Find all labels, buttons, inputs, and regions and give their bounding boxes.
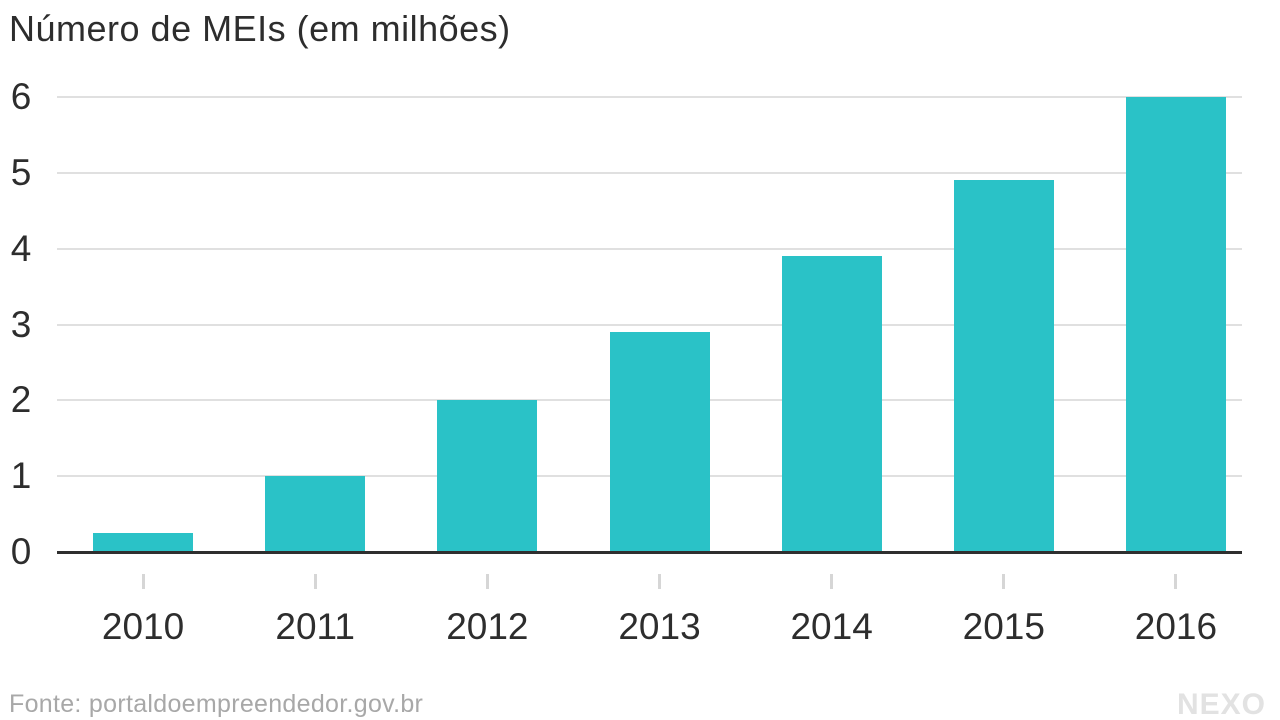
bar-2016 (1125, 97, 1226, 552)
plot-area (57, 96, 1242, 554)
y-tick-label-2: 2 (10, 379, 32, 421)
y-tick-label-5: 5 (10, 151, 32, 193)
x-tick-2015 (1002, 574, 1006, 589)
x-tick-label-2015: 2015 (962, 606, 1045, 647)
bar-2013 (609, 332, 710, 552)
x-tick-2012 (485, 574, 489, 589)
gridline-5 (57, 171, 1242, 174)
x-tick-label-2011: 2011 (275, 606, 355, 647)
y-axis-labels: 0 1 2 3 4 5 6 (0, 76, 50, 572)
bar-2015 (953, 180, 1054, 552)
bar-2011 (265, 476, 366, 552)
bar-2010 (93, 533, 194, 552)
x-tick-label-2016: 2016 (1134, 606, 1218, 647)
x-axis-ticks (57, 574, 1262, 590)
x-axis-line (57, 551, 1242, 554)
gridline-4 (57, 247, 1242, 250)
x-tick-2016 (1174, 574, 1178, 589)
bars-layer (57, 97, 1262, 552)
chart-title: Número de MEIs (em milhões) (9, 8, 511, 49)
gridline-3 (57, 323, 1242, 326)
x-tick-label-2012: 2012 (446, 606, 529, 647)
bar-2012 (437, 400, 538, 552)
x-tick-label-2010: 2010 (101, 606, 185, 647)
x-tick-label-2014: 2014 (790, 606, 873, 647)
x-axis-labels: 2010 2011 2012 2013 2014 2015 2016 (57, 606, 1262, 650)
y-tick-label-3: 3 (10, 303, 32, 345)
gridline-6 (57, 96, 1242, 98)
source-text: Fonte: portaldoempreendedor.gov.br (9, 690, 424, 718)
x-tick-2014 (830, 574, 834, 589)
x-tick-2013 (658, 574, 661, 589)
bar-2014 (781, 256, 882, 552)
y-tick-label-6: 6 (10, 76, 32, 117)
x-tick-2010 (141, 574, 145, 589)
nexo-logo: NEXO (1176, 688, 1266, 720)
y-tick-label-0: 0 (10, 531, 32, 572)
x-tick-2011 (313, 574, 317, 589)
x-tick-label-2013: 2013 (618, 606, 701, 647)
y-tick-label-4: 4 (10, 227, 32, 269)
y-tick-label-1: 1 (10, 455, 32, 497)
